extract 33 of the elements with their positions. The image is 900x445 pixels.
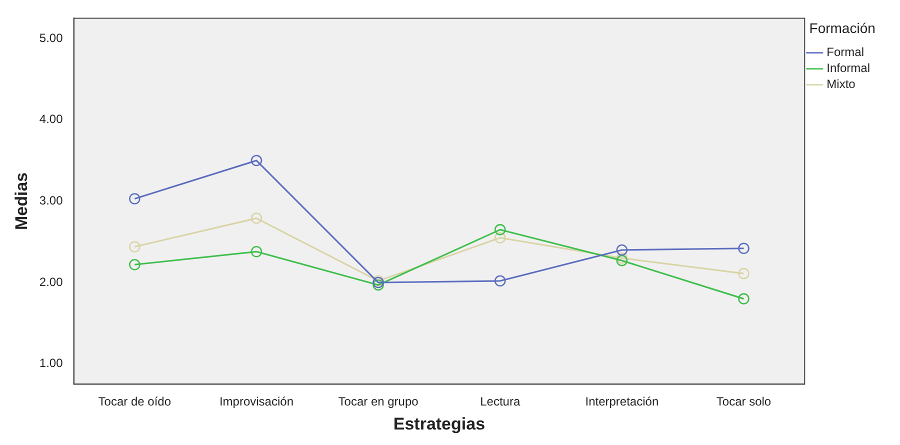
y-tick-label: 5.00 — [39, 30, 64, 45]
point — [494, 275, 506, 287]
x-tick-label: Tocar de oído — [98, 394, 172, 409]
point — [738, 242, 750, 254]
point — [250, 246, 262, 258]
y-axis-title: Medias — [12, 172, 31, 230]
point — [250, 212, 262, 224]
point — [738, 268, 750, 280]
legend-label: Formal — [826, 45, 864, 60]
point — [129, 241, 140, 252]
point — [616, 252, 628, 264]
x-tick-label: Lectura — [480, 394, 520, 409]
point — [250, 154, 262, 166]
legend-label: Informal — [826, 61, 870, 76]
point — [372, 279, 384, 291]
point — [129, 258, 140, 270]
point — [616, 244, 628, 256]
legend-title: Formación — [809, 20, 876, 36]
x-tick-label: Tocar en grupo — [338, 394, 419, 409]
point — [129, 193, 140, 204]
y-tick-label: 2.00 — [39, 274, 64, 289]
x-tick-label: Improvisación — [219, 394, 294, 409]
y-tick-label: 1.00 — [39, 356, 64, 370]
y-tick-label: 4.00 — [39, 112, 64, 126]
legend-label: Mixto — [826, 77, 856, 92]
point — [616, 254, 628, 266]
point — [494, 232, 506, 244]
x-tick-label: Interpretación — [585, 394, 659, 409]
point — [494, 224, 506, 236]
x-axis-title: Estrategias — [393, 414, 486, 434]
y-tick-label: 3.00 — [39, 194, 64, 208]
x-tick-label: Tocar solo — [716, 394, 772, 409]
point — [738, 293, 750, 304]
